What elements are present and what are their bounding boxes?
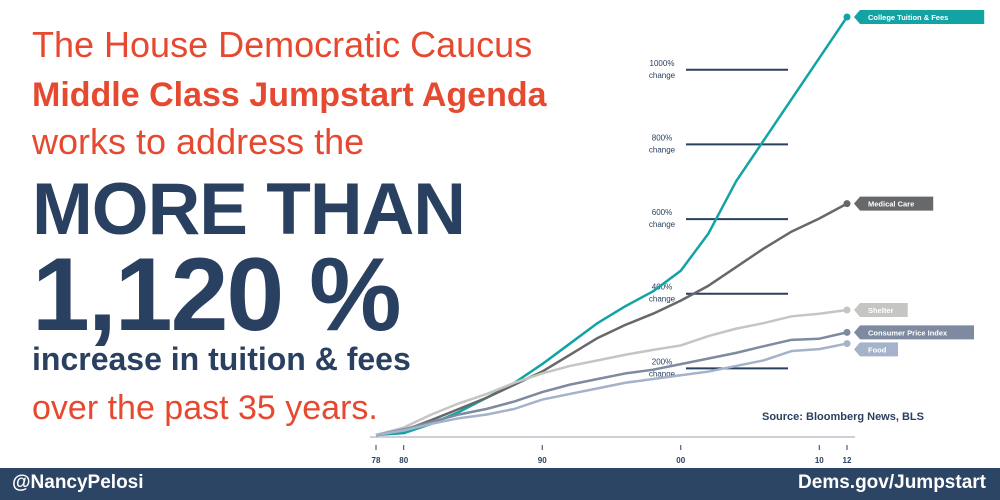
series-label: Medical Care	[868, 200, 914, 209]
x-tick-label: 10	[815, 456, 824, 465]
reference-label: 1000%	[650, 59, 675, 68]
series-line	[375, 342, 848, 437]
headline-percentage: 1,120 %	[32, 237, 402, 353]
series-flag	[854, 196, 934, 211]
series-label: Shelter	[868, 306, 894, 315]
footer-bar: @NancyPelosi Dems.gov/Jumpstart	[0, 468, 1000, 500]
series-flag	[854, 302, 908, 317]
reference-label-change: change	[649, 220, 676, 229]
headline-line-7: over the past 35 years.	[32, 389, 378, 427]
x-tick-label: 90	[538, 456, 547, 465]
series-flag	[854, 342, 898, 357]
headline-line-2: Middle Class Jumpstart Agenda	[32, 76, 547, 114]
reference-label: 800%	[652, 133, 672, 142]
headline-more-than: MORE THAN	[32, 169, 466, 250]
series-end-point	[843, 340, 851, 348]
reference-label-change: change	[649, 71, 676, 80]
x-tick-label: 80	[399, 456, 408, 465]
reference-label-change: change	[649, 295, 676, 304]
headline-line-1: The House Democratic Caucus	[32, 24, 533, 65]
headline-line-3: works to address the	[32, 121, 365, 162]
series-label: College Tuition & Fees	[868, 13, 948, 22]
headline-line-6: increase in tuition & fees	[32, 341, 411, 377]
chart-source: Source: Bloomberg News, BLS	[762, 411, 924, 423]
reference-label: 400%	[652, 283, 672, 292]
series-end-point	[843, 200, 851, 208]
series-label: Consumer Price Index	[868, 328, 948, 337]
series-line	[375, 16, 849, 437]
series-label: Food	[868, 345, 887, 354]
line-chart: 78 80 90 00 10 12 1000% change 800% change 600% cha…	[370, 10, 985, 465]
series-line	[375, 202, 848, 437]
reference-label-change: change	[649, 369, 676, 378]
x-tick-label: 00	[676, 456, 685, 465]
website-url: Dems.gov/Jumpstart	[798, 472, 986, 493]
reference-label-change: change	[649, 145, 676, 154]
x-tick-label: 12	[843, 456, 852, 465]
series-end-point	[843, 328, 851, 336]
reference-label: 200%	[652, 357, 672, 366]
series-line	[375, 308, 848, 437]
series-flag	[854, 10, 985, 24]
reference-label: 600%	[652, 208, 672, 217]
series-flag	[854, 325, 974, 340]
x-tick-label: 78	[372, 456, 381, 465]
series-line	[375, 331, 848, 437]
series-end-point	[843, 13, 851, 21]
series-end-point	[843, 306, 851, 314]
twitter-handle: @NancyPelosi	[12, 472, 144, 493]
